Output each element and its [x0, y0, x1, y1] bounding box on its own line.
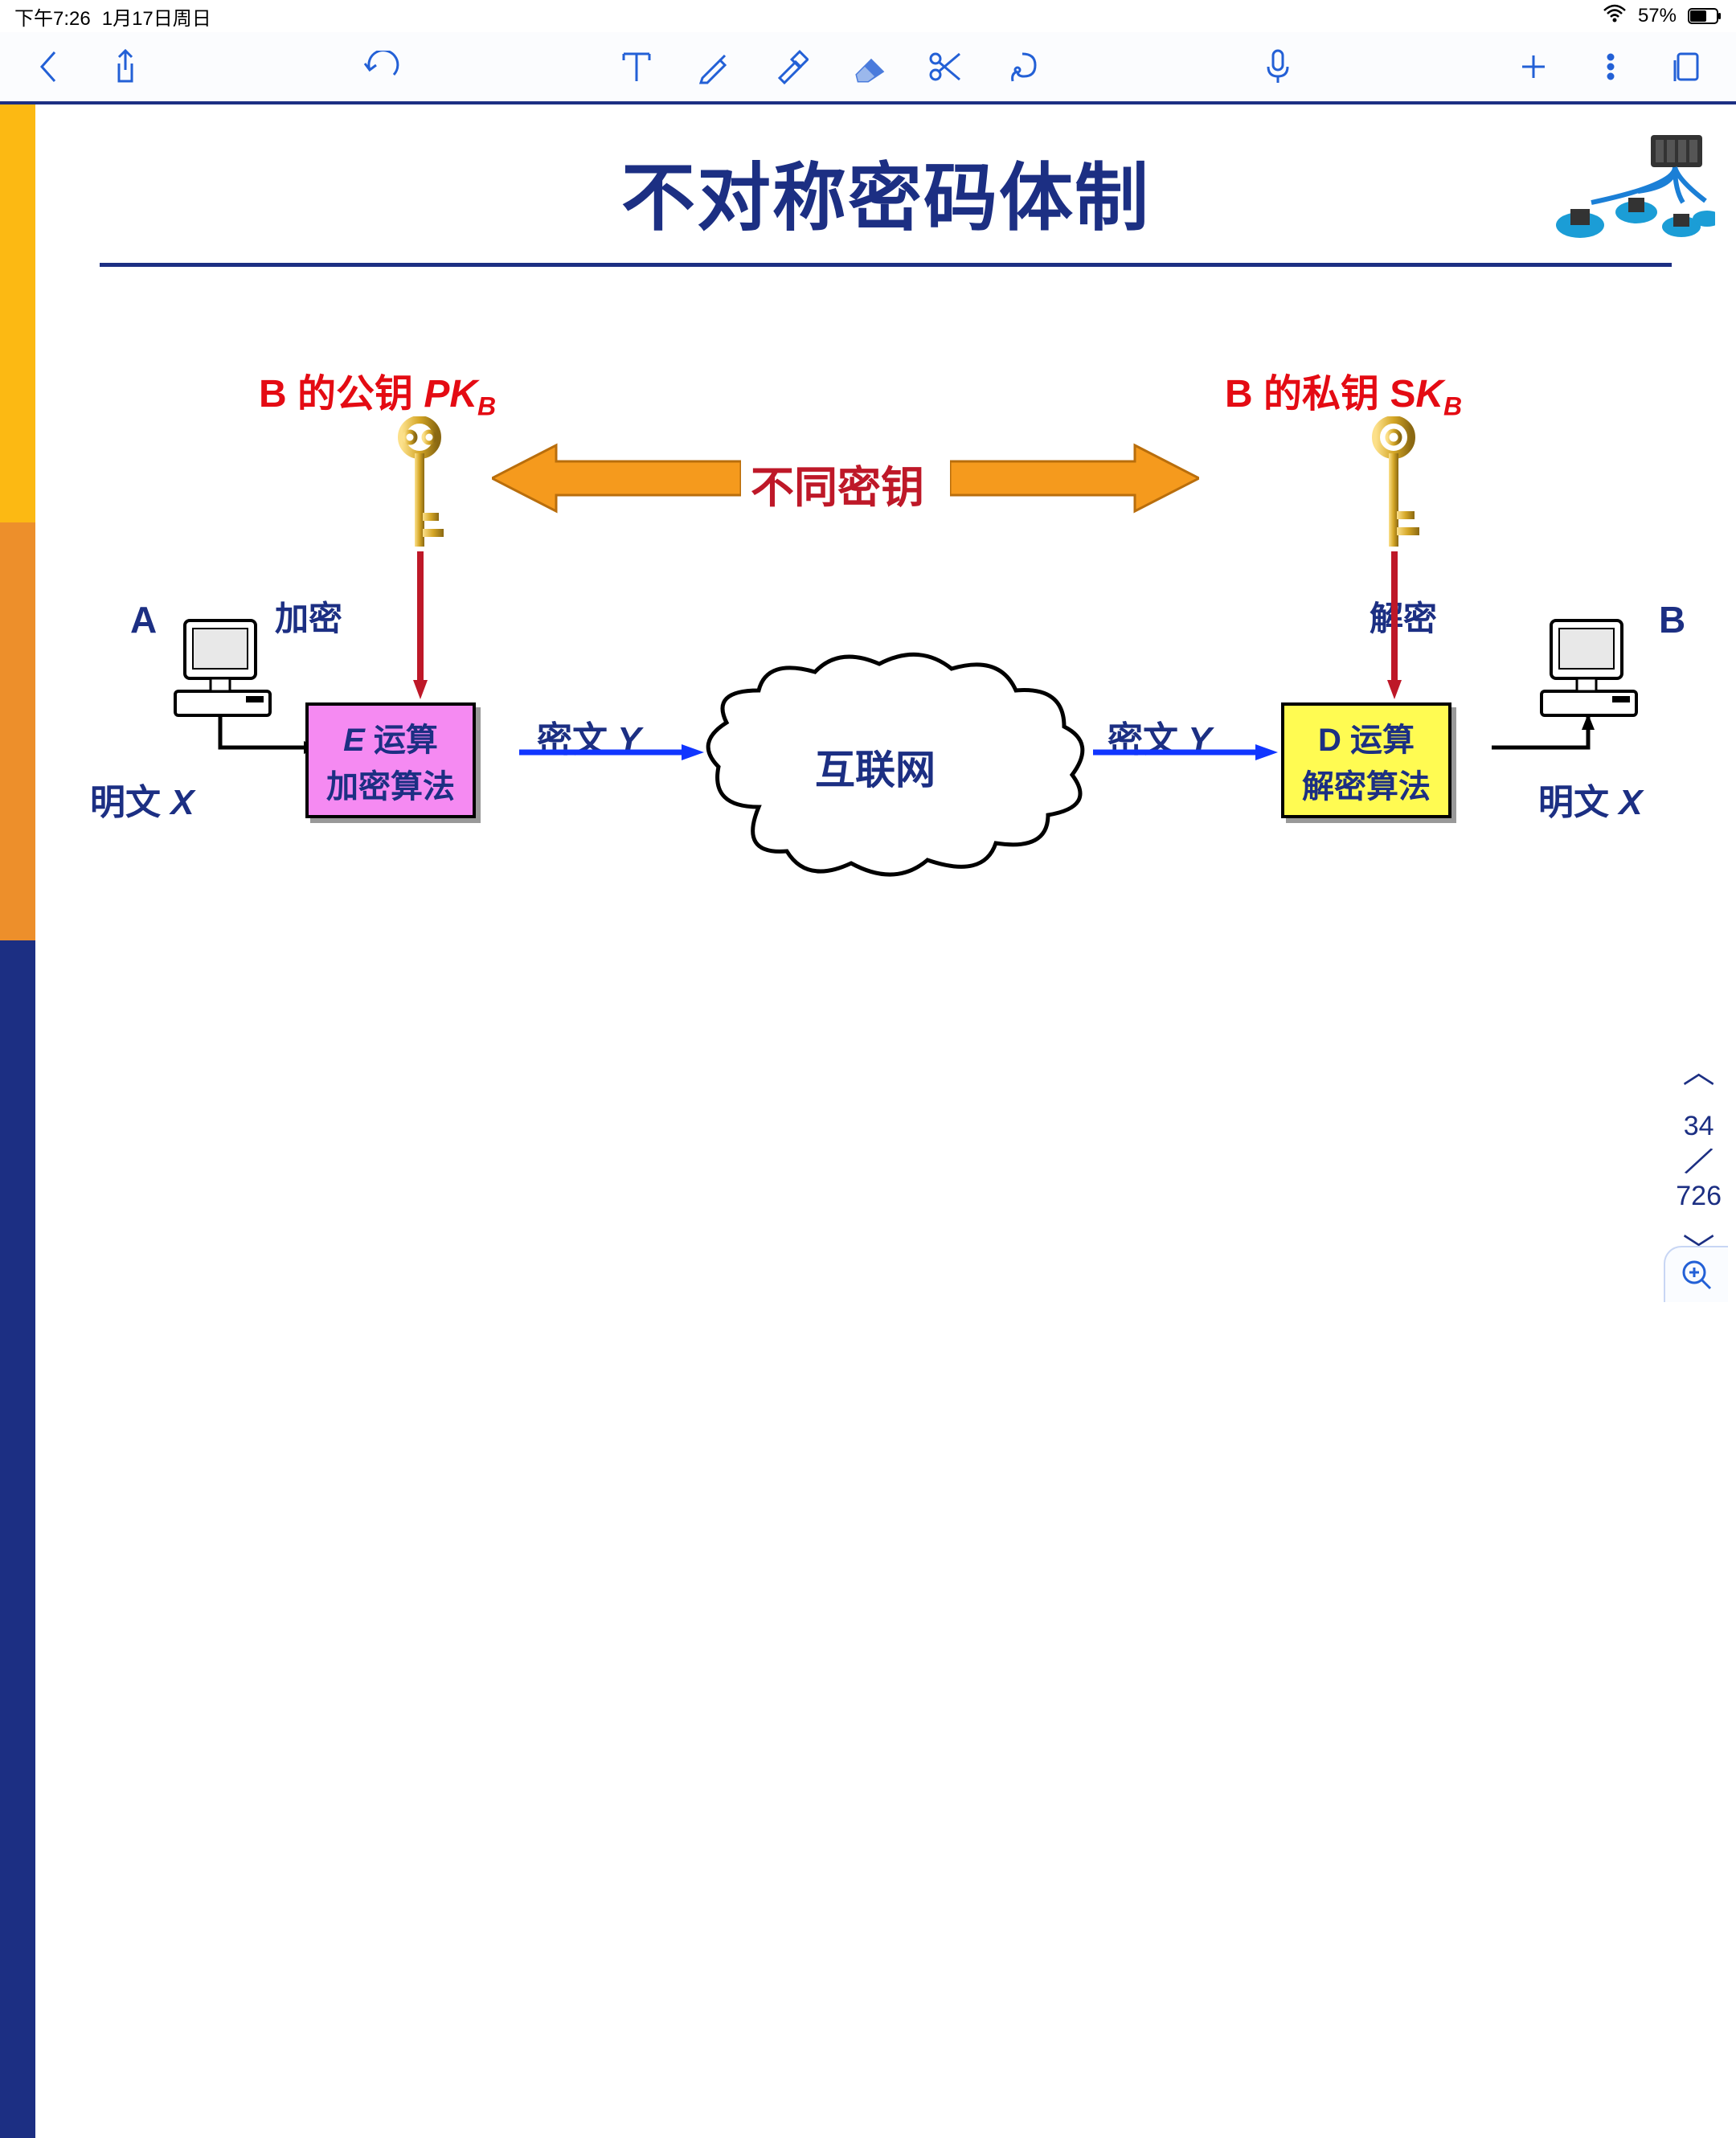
encrypt-label: 加密: [275, 592, 342, 641]
computer-b-icon: [1537, 616, 1641, 720]
arrow-down-red-right-icon: [1387, 551, 1402, 699]
highlighter-tool-icon[interactable]: [772, 47, 810, 86]
arrow-blue-2-icon: [1093, 744, 1278, 760]
arrow-down-red-left-icon: [413, 551, 428, 699]
zoom-button[interactable]: [1664, 1246, 1728, 1302]
undo-icon[interactable]: [362, 47, 400, 86]
eraser-tool-icon[interactable]: [849, 47, 887, 86]
arrow-blue-1-icon: [519, 744, 704, 760]
title-rule: [100, 263, 1672, 267]
pages-icon[interactable]: [1668, 47, 1707, 86]
private-key-label: B 的私钥 SKB: [1225, 362, 1462, 422]
arrow-left-orange-icon: [492, 442, 741, 514]
page-up-icon[interactable]: ︿: [1676, 1056, 1722, 1088]
status-time: 下午7:26: [14, 2, 91, 31]
plaintext-b-label: 明文 X: [1538, 773, 1643, 825]
mic-icon[interactable]: [1259, 47, 1297, 86]
text-tool-icon[interactable]: [617, 47, 656, 86]
status-date: 1月17日周日: [102, 2, 211, 31]
wire-b-icon: [1492, 714, 1596, 762]
corner-graphic-icon: [1546, 129, 1715, 253]
share-icon[interactable]: [106, 47, 145, 86]
battery-icon: [1688, 8, 1722, 24]
battery-text: 57%: [1638, 5, 1677, 27]
decrypt-box: D 运算 解密算法: [1281, 702, 1451, 818]
different-key-label: 不同密钥: [751, 452, 924, 515]
host-a-label: A: [130, 598, 157, 641]
internet-label: 互联网: [815, 738, 936, 796]
scissors-tool-icon[interactable]: [926, 47, 964, 86]
plaintext-a-label: 明文 X: [90, 773, 194, 825]
lasso-tool-icon[interactable]: [1003, 47, 1042, 86]
crypto-diagram: B 的公钥 PKB B 的私钥 SKB: [84, 362, 1688, 956]
page-navigator: ︿ 34 ╱ 726 ﹀: [1676, 1056, 1722, 1267]
more-icon[interactable]: [1591, 47, 1630, 86]
encrypt-box: E 运算 加密算法: [305, 702, 476, 818]
key-left-icon: [387, 416, 452, 553]
zoom-in-icon: [1680, 1258, 1713, 1292]
page-slash: ╱: [1672, 1139, 1726, 1185]
slide-sidebar: [0, 104, 35, 1302]
computer-a-icon: [170, 616, 275, 720]
page-total: 726: [1676, 1181, 1722, 1212]
arrow-right-orange-icon: [950, 442, 1199, 514]
slide-title: 不对称密码体制: [35, 104, 1736, 245]
page-current: 34: [1676, 1111, 1722, 1142]
add-icon[interactable]: [1514, 47, 1553, 86]
app-toolbar: [0, 32, 1736, 101]
status-bar: 下午7:26 1月17日周日 57%: [0, 0, 1736, 32]
key-right-icon: [1361, 416, 1426, 553]
decrypt-label: 解密: [1370, 592, 1437, 641]
wifi-icon: [1603, 4, 1627, 29]
host-b-label: B: [1659, 598, 1685, 641]
public-key-label: B 的公钥 PKB: [259, 362, 496, 422]
pen-tool-icon[interactable]: [694, 47, 733, 86]
back-icon[interactable]: [29, 47, 68, 86]
slide-page: 不对称密码体制 B 的公钥 PKB B 的私钥 SKB: [0, 104, 1736, 1302]
